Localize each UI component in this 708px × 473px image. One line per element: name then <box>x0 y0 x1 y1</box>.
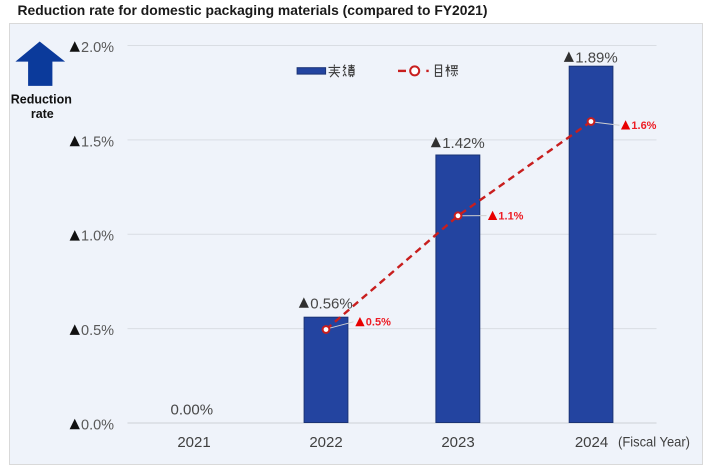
svg-text:1.5%: 1.5% <box>81 134 114 150</box>
svg-text:1.6%: 1.6% <box>631 120 656 132</box>
svg-text:2021: 2021 <box>177 434 210 451</box>
svg-text:(Fiscal Year): (Fiscal Year) <box>618 434 690 450</box>
svg-text:2022: 2022 <box>309 434 342 451</box>
svg-text:1.1%: 1.1% <box>498 211 523 223</box>
svg-text:1.89%: 1.89% <box>575 49 618 66</box>
svg-text:2024: 2024 <box>575 434 608 451</box>
svg-text:0.00%: 0.00% <box>171 402 214 419</box>
svg-text:1.42%: 1.42% <box>442 135 485 152</box>
svg-text:Reduction rate for domestic pa: Reduction rate for domestic packaging ma… <box>18 2 488 18</box>
svg-text:rate: rate <box>31 107 54 121</box>
svg-text:Reduction: Reduction <box>11 92 72 106</box>
svg-text:2.0%: 2.0% <box>81 40 114 56</box>
svg-text:0.56%: 0.56% <box>310 295 353 312</box>
svg-text:0.0%: 0.0% <box>81 417 114 433</box>
svg-text:1.0%: 1.0% <box>81 229 114 245</box>
svg-text:0.5%: 0.5% <box>366 317 391 329</box>
svg-text:2023: 2023 <box>441 434 474 451</box>
svg-text:0.5%: 0.5% <box>81 323 114 339</box>
